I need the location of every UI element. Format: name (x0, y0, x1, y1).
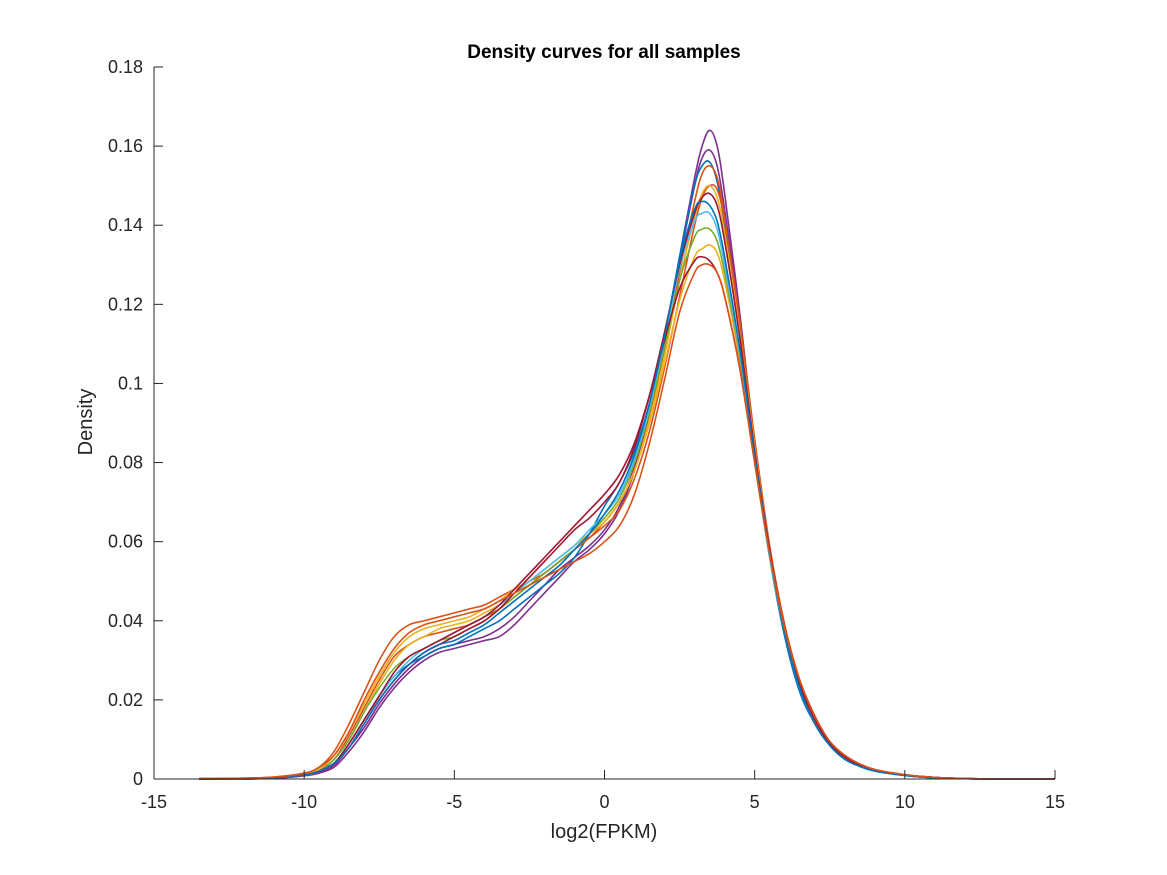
density-series-13 (199, 262, 1055, 780)
chart-title: Density curves for all samples (467, 42, 741, 63)
y-tick-label: 0.06 (108, 532, 143, 552)
x-tick-label: 5 (750, 792, 760, 812)
y-tick-label: 0.16 (108, 136, 143, 156)
y-tick-label: 0.04 (108, 611, 143, 631)
x-tick-label: 10 (895, 792, 915, 812)
y-axis-label: Density (75, 389, 97, 456)
plot-lines (199, 129, 1055, 780)
y-tick-label: 0.14 (108, 215, 143, 235)
x-tick-label: -5 (446, 792, 462, 812)
y-tick-label: 0.18 (108, 57, 143, 77)
x-tick-label: 15 (1045, 792, 1065, 812)
y-tick-label: 0.12 (108, 294, 143, 314)
x-axis-label: log2(FPKM) (551, 821, 658, 843)
x-tick-label: -10 (291, 792, 317, 812)
density-series-12 (199, 200, 1055, 780)
y-tick-label: 0.1 (118, 373, 143, 393)
x-tick-label: -15 (141, 792, 167, 812)
y-tick-label: 0.08 (108, 453, 143, 473)
y-tick-label: 0.02 (108, 690, 143, 710)
axes: -15 -10 -5 0 5 10 15 0 0.02 0.04 0.06 0.08 0.1 0.12 0.… (108, 57, 1065, 812)
x-tick-label: 0 (599, 792, 609, 812)
y-tick-label: 0 (133, 769, 143, 789)
